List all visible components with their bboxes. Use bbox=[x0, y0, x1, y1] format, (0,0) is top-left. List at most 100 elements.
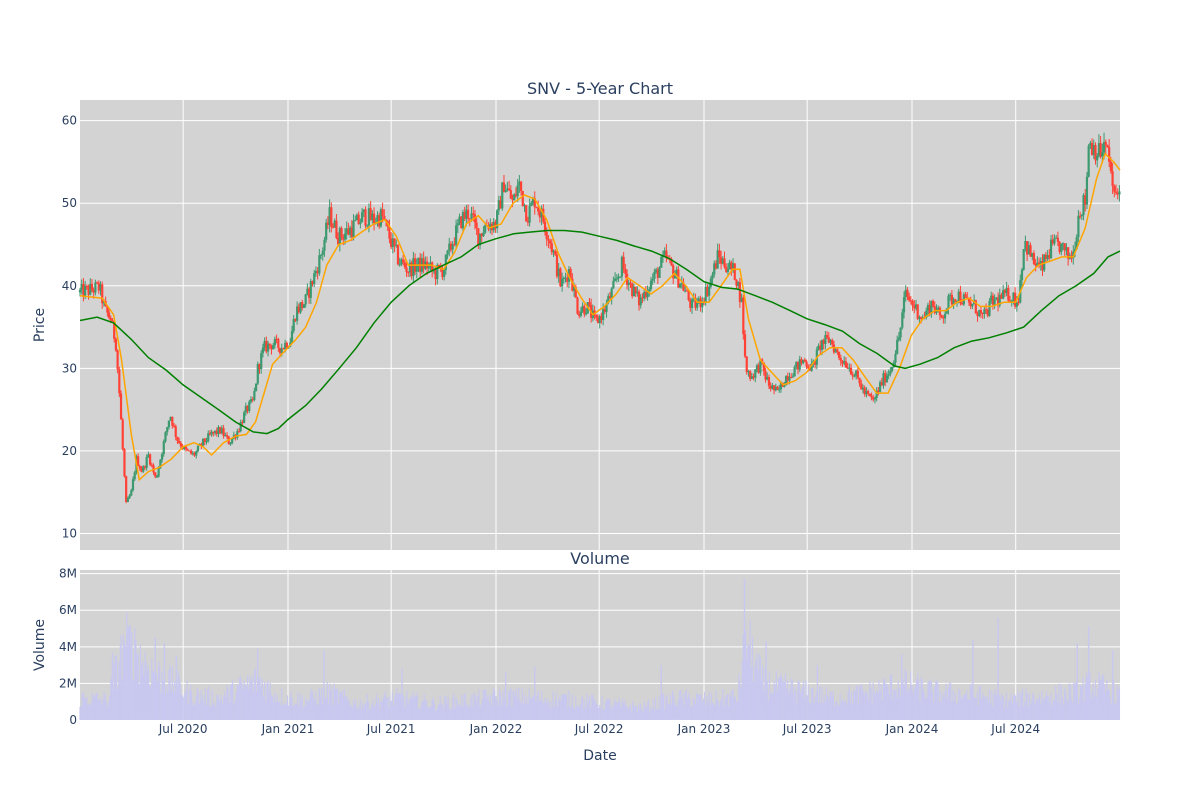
volume-bar bbox=[283, 703, 285, 720]
volume-bar bbox=[766, 680, 768, 720]
volume-bar bbox=[954, 692, 956, 720]
volume-bar bbox=[764, 668, 766, 720]
candle-body bbox=[569, 268, 572, 279]
volume-bar bbox=[237, 685, 240, 720]
volume-bar bbox=[455, 697, 457, 720]
candle-body bbox=[964, 294, 967, 298]
price-y-tick-label: 40 bbox=[62, 279, 77, 293]
volume-bar bbox=[359, 699, 361, 720]
volume-bar bbox=[485, 689, 487, 720]
volume-bar bbox=[383, 694, 385, 720]
volume-bar bbox=[142, 661, 144, 720]
volume-bar bbox=[350, 705, 352, 720]
volume-bar bbox=[749, 619, 751, 720]
volume-bar bbox=[967, 699, 969, 720]
volume-bar bbox=[365, 702, 367, 720]
candle-body bbox=[381, 209, 384, 216]
volume-bar bbox=[183, 697, 185, 720]
candle-body bbox=[578, 313, 581, 316]
volume-bar bbox=[191, 691, 193, 720]
volume-bar bbox=[373, 706, 375, 720]
volume-bar bbox=[980, 698, 983, 720]
volume-bar bbox=[716, 699, 718, 720]
candle-body bbox=[537, 207, 540, 212]
volume-bar bbox=[1091, 691, 1093, 720]
candle-body bbox=[709, 278, 712, 287]
candle-body bbox=[318, 255, 321, 274]
volume-bar bbox=[187, 704, 189, 720]
volume-bar bbox=[98, 700, 100, 720]
volume-bar bbox=[94, 696, 96, 720]
candle-body bbox=[696, 303, 699, 308]
candle-body bbox=[655, 269, 658, 272]
volume-bar bbox=[840, 701, 842, 720]
date-x-tick-label: Jul 2020 bbox=[158, 722, 208, 736]
volume-bar bbox=[801, 686, 804, 720]
candle-body bbox=[1116, 192, 1119, 195]
volume-bar bbox=[146, 670, 148, 720]
candle-body bbox=[945, 308, 948, 314]
volume-bar bbox=[153, 671, 155, 720]
candle-body bbox=[431, 262, 434, 271]
candle-body bbox=[337, 237, 340, 245]
candle-body bbox=[405, 267, 408, 272]
volume-bar bbox=[610, 709, 612, 720]
volume-bar bbox=[726, 693, 728, 720]
candle-body bbox=[178, 441, 181, 444]
candle-body bbox=[764, 371, 767, 380]
volume-bar bbox=[852, 704, 854, 720]
candle-body bbox=[203, 438, 206, 443]
volume-bar bbox=[735, 701, 738, 720]
candle-body bbox=[824, 335, 827, 344]
volume-bar bbox=[264, 681, 266, 720]
candle-body bbox=[749, 371, 752, 379]
volume-bar bbox=[356, 708, 358, 720]
candle-body bbox=[995, 297, 998, 299]
candle-body bbox=[455, 225, 458, 245]
volume-bar bbox=[904, 668, 906, 720]
candle-body bbox=[981, 312, 984, 315]
volume-bar bbox=[567, 708, 569, 720]
volume-bar bbox=[828, 699, 830, 720]
candle-body bbox=[1067, 247, 1070, 259]
candle-body bbox=[839, 357, 842, 361]
candle-body bbox=[954, 299, 957, 302]
volume-bar bbox=[986, 696, 988, 720]
candle-body bbox=[302, 304, 306, 308]
volume-bar bbox=[448, 707, 450, 720]
volume-bar bbox=[902, 678, 904, 720]
volume-bar bbox=[561, 694, 563, 720]
volume-bar bbox=[240, 676, 242, 720]
volume-bar bbox=[486, 698, 488, 720]
candle-body bbox=[172, 425, 176, 427]
volume-bar bbox=[504, 672, 507, 720]
volume-bar bbox=[115, 655, 118, 720]
volume-bar bbox=[1080, 685, 1082, 720]
volume-bar bbox=[820, 703, 822, 720]
candle-body bbox=[89, 283, 92, 295]
volume-bar bbox=[360, 709, 363, 720]
volume-bar bbox=[960, 696, 962, 720]
volume-bar bbox=[854, 691, 856, 720]
candle-body bbox=[208, 433, 212, 435]
volume-bar bbox=[374, 705, 376, 720]
volume-bar bbox=[491, 693, 494, 720]
volume-bar bbox=[976, 692, 978, 720]
candle-body bbox=[338, 228, 341, 245]
volume-bar bbox=[849, 702, 852, 720]
candle-body bbox=[817, 345, 820, 350]
candle-body bbox=[588, 302, 591, 305]
volume-bar bbox=[1051, 705, 1053, 720]
volume-bar bbox=[344, 696, 347, 720]
candle-body bbox=[875, 390, 878, 398]
candle-body bbox=[237, 431, 241, 433]
candle-body bbox=[458, 216, 461, 224]
volume-bar bbox=[387, 697, 389, 720]
candle-body bbox=[1046, 255, 1049, 260]
volume-bar bbox=[415, 692, 417, 720]
candle-body bbox=[116, 350, 119, 370]
volume-bar bbox=[987, 702, 989, 720]
volume-bar bbox=[672, 690, 674, 720]
volume-bar bbox=[912, 693, 914, 720]
volume-bar bbox=[626, 705, 628, 720]
